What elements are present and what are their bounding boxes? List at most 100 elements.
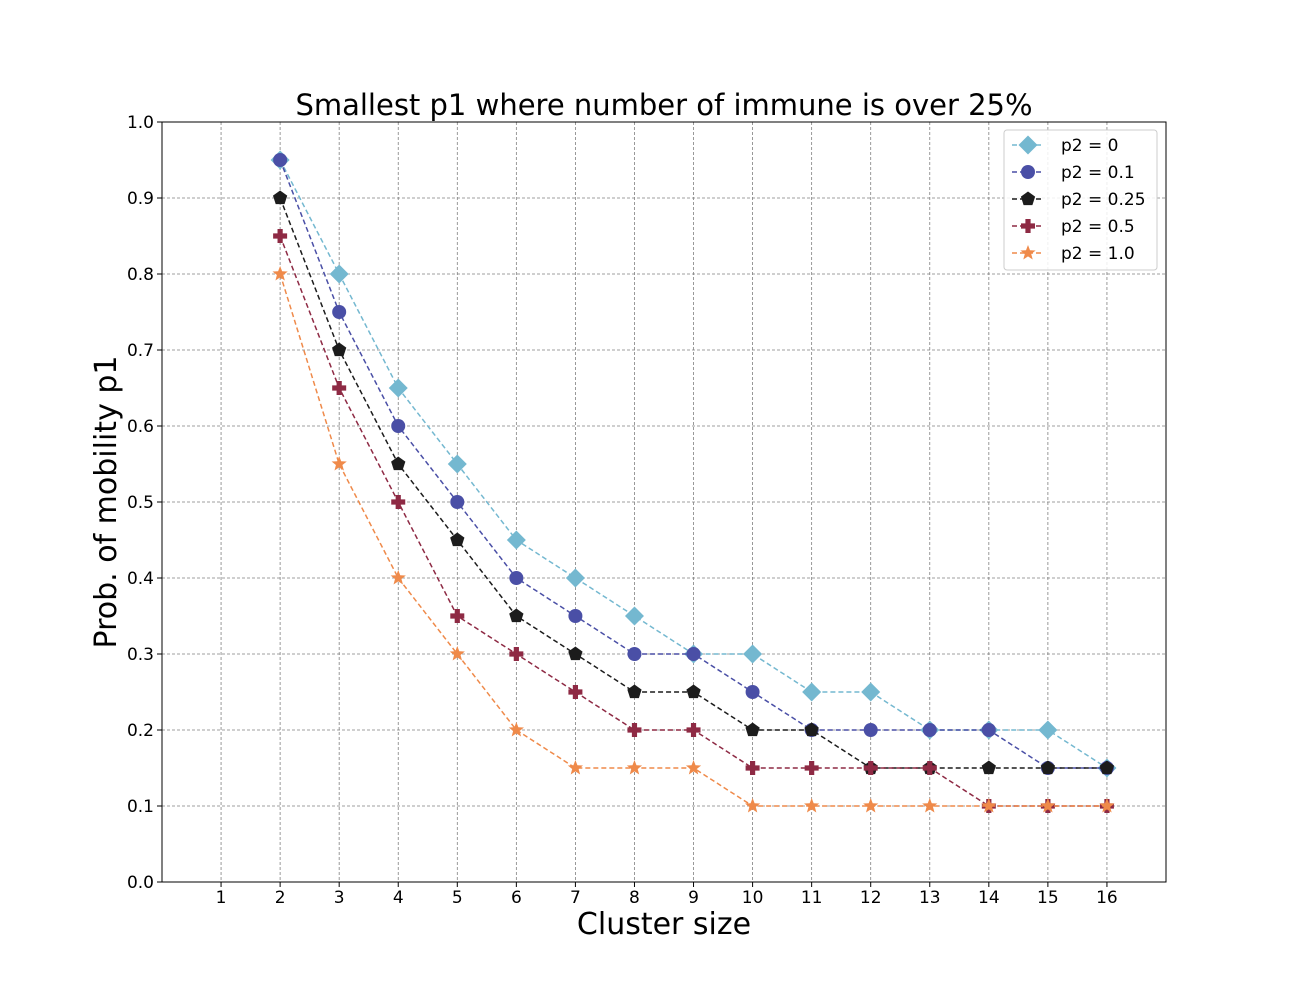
x-tick-label: 4 <box>393 888 404 908</box>
x-tick-label: 7 <box>570 888 581 908</box>
y-axis-label: Prob. of mobility p1 <box>89 356 124 649</box>
data-point <box>391 419 406 433</box>
data-point <box>627 723 642 737</box>
legend-label: p2 = 0.5 <box>1061 217 1135 237</box>
x-tick-label: 14 <box>978 888 1000 908</box>
data-point <box>450 609 465 623</box>
legend-box <box>1003 129 1158 271</box>
x-tick-label: 12 <box>860 888 882 908</box>
data-point <box>450 532 465 547</box>
legend: p2 = 0 p2 = 0.1 p2 = 0.25 p2 = 0.5 p2 = 1.0 <box>1003 129 1158 271</box>
legend-marker <box>1021 219 1035 233</box>
data-point <box>922 723 937 737</box>
data-point <box>804 722 819 737</box>
y-tick-label: 0.8 <box>127 265 154 285</box>
data-point <box>863 798 879 813</box>
x-tick-label: 16 <box>1096 888 1118 908</box>
data-point <box>863 723 878 737</box>
data-point <box>861 682 881 702</box>
x-tick-label: 8 <box>629 888 640 908</box>
data-point <box>506 530 526 550</box>
data-point <box>743 644 763 664</box>
data-point <box>922 798 938 813</box>
data-point <box>568 685 583 699</box>
legend-item: p2 = 0.25 <box>1012 190 1146 210</box>
legend-item: p2 = 0.1 <box>1012 163 1135 183</box>
data-point <box>686 684 701 699</box>
data-point <box>388 378 408 398</box>
data-point <box>508 722 524 737</box>
x-axis-ticks: 1 2 3 4 5 6 7 8 9 10 11 12 13 14 15 16 <box>216 882 1118 908</box>
x-tick-label: 13 <box>919 888 941 908</box>
x-tick-label: 2 <box>275 888 286 908</box>
data-point <box>686 723 701 737</box>
x-tick-label: 11 <box>801 888 823 908</box>
y-tick-label: 0.3 <box>127 645 154 665</box>
data-point <box>273 153 288 167</box>
data-point <box>332 342 347 357</box>
data-point <box>624 606 644 626</box>
data-point <box>802 682 822 702</box>
data-point <box>626 760 643 775</box>
data-point <box>391 495 406 509</box>
legend-marker <box>1018 135 1038 155</box>
data-point <box>272 266 288 281</box>
data-point <box>332 305 347 319</box>
data-point <box>273 229 288 243</box>
data-point <box>1099 760 1115 775</box>
x-tick-label: 5 <box>452 888 463 908</box>
x-tick-label: 3 <box>334 888 345 908</box>
data-point <box>331 456 347 471</box>
data-point <box>922 761 937 775</box>
data-point <box>447 454 467 474</box>
legend-item: p2 = 0.5 <box>1012 217 1135 237</box>
data-point <box>329 264 349 284</box>
x-tick-label: 15 <box>1037 888 1059 908</box>
data-point <box>863 761 878 775</box>
series-5 <box>272 266 1115 813</box>
data-point <box>450 495 465 509</box>
y-tick-label: 0.0 <box>127 873 154 893</box>
series-layer <box>270 150 1117 813</box>
legend-label: p2 = 1.0 <box>1061 244 1135 264</box>
series-3 <box>272 190 1115 775</box>
data-point <box>627 647 642 661</box>
data-point <box>568 609 583 623</box>
data-point <box>744 798 761 813</box>
data-point <box>509 571 524 585</box>
data-point <box>565 568 585 588</box>
data-point <box>391 456 406 471</box>
data-point <box>745 685 760 699</box>
x-tick-label: 10 <box>742 888 764 908</box>
data-point <box>1099 798 1115 813</box>
y-axis-ticks: 0.0 0.1 0.2 0.3 0.4 0.5 0.6 0.7 0.8 0.9 1.0 <box>127 113 162 893</box>
data-point <box>1038 720 1058 740</box>
data-point <box>745 761 760 775</box>
data-point <box>804 761 819 775</box>
data-point <box>509 647 524 661</box>
legend-marker <box>1020 245 1036 260</box>
legend-item: p2 = 1.0 <box>1012 244 1135 264</box>
data-point <box>332 381 347 395</box>
data-point <box>981 798 997 813</box>
data-point <box>449 646 465 661</box>
chart-title: Smallest p1 where number of immune is ov… <box>295 88 1032 122</box>
y-tick-label: 0.5 <box>127 493 154 513</box>
data-point <box>1040 798 1056 813</box>
legend-marker <box>1020 191 1036 206</box>
data-point <box>981 723 996 737</box>
data-point <box>686 647 701 661</box>
legend-marker <box>1021 165 1035 179</box>
data-point <box>745 722 760 737</box>
series-2 <box>273 153 1114 775</box>
legend-label: p2 = 0.25 <box>1061 190 1146 210</box>
y-tick-label: 0.6 <box>127 417 154 437</box>
x-tick-label: 6 <box>511 888 522 908</box>
legend-label: p2 = 0.1 <box>1061 163 1135 183</box>
data-point <box>1040 760 1056 775</box>
x-axis-label: Cluster size <box>577 907 751 942</box>
data-point <box>685 760 702 775</box>
data-point <box>627 684 642 699</box>
y-tick-label: 0.4 <box>127 569 154 589</box>
